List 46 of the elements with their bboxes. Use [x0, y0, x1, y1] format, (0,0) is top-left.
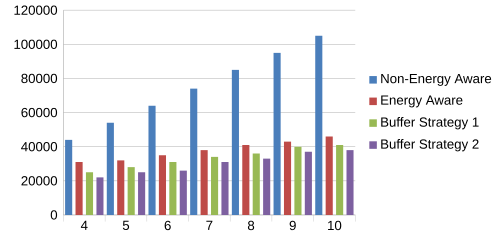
bar [346, 150, 354, 215]
bar [190, 88, 198, 215]
y-tick-label: 120000 [14, 5, 58, 15]
bar [315, 36, 322, 215]
bar [304, 152, 312, 215]
bar [274, 52, 281, 215]
y-tick-label: 80000 [21, 74, 58, 84]
x-tick-label: 7 [206, 220, 212, 230]
x-tick-label: 9 [290, 220, 296, 230]
bar [180, 170, 187, 215]
bar [211, 156, 218, 215]
bar [252, 153, 260, 215]
y-tick-label: 20000 [21, 176, 58, 186]
bar [221, 162, 229, 215]
bar [232, 70, 239, 215]
bar [138, 172, 146, 215]
bar [336, 144, 344, 215]
bar [242, 144, 250, 215]
y-tick-label: 100000 [14, 40, 58, 49]
y-tick-label: 0 [50, 210, 58, 220]
legend-label: Non-Energy Aware [381, 74, 492, 86]
x-tick-label: 5 [122, 220, 130, 230]
legend-label: Energy Aware [381, 95, 462, 108]
legend-label: Buffer Strategy 1 [381, 116, 479, 130]
x-tick-label: 10 [328, 220, 342, 230]
bar [65, 140, 72, 215]
bar [106, 122, 114, 215]
bar [158, 155, 166, 215]
bar [148, 106, 156, 215]
bar [117, 160, 124, 215]
bar [263, 158, 270, 215]
bar [76, 162, 83, 215]
bar [294, 146, 302, 215]
bar [169, 162, 176, 215]
bar [284, 141, 292, 215]
bar [86, 172, 94, 215]
bar [326, 136, 333, 215]
bar [128, 167, 135, 215]
x-tick-label: 4 [80, 220, 88, 230]
bar [200, 150, 208, 215]
legend-label: Buffer Strategy 2 [381, 138, 479, 152]
x-tick-label: 8 [248, 220, 254, 230]
bar [96, 177, 104, 215]
y-tick-label: 40000 [21, 142, 58, 152]
x-tick-label: 6 [164, 220, 171, 230]
y-tick-label: 60000 [21, 108, 58, 118]
